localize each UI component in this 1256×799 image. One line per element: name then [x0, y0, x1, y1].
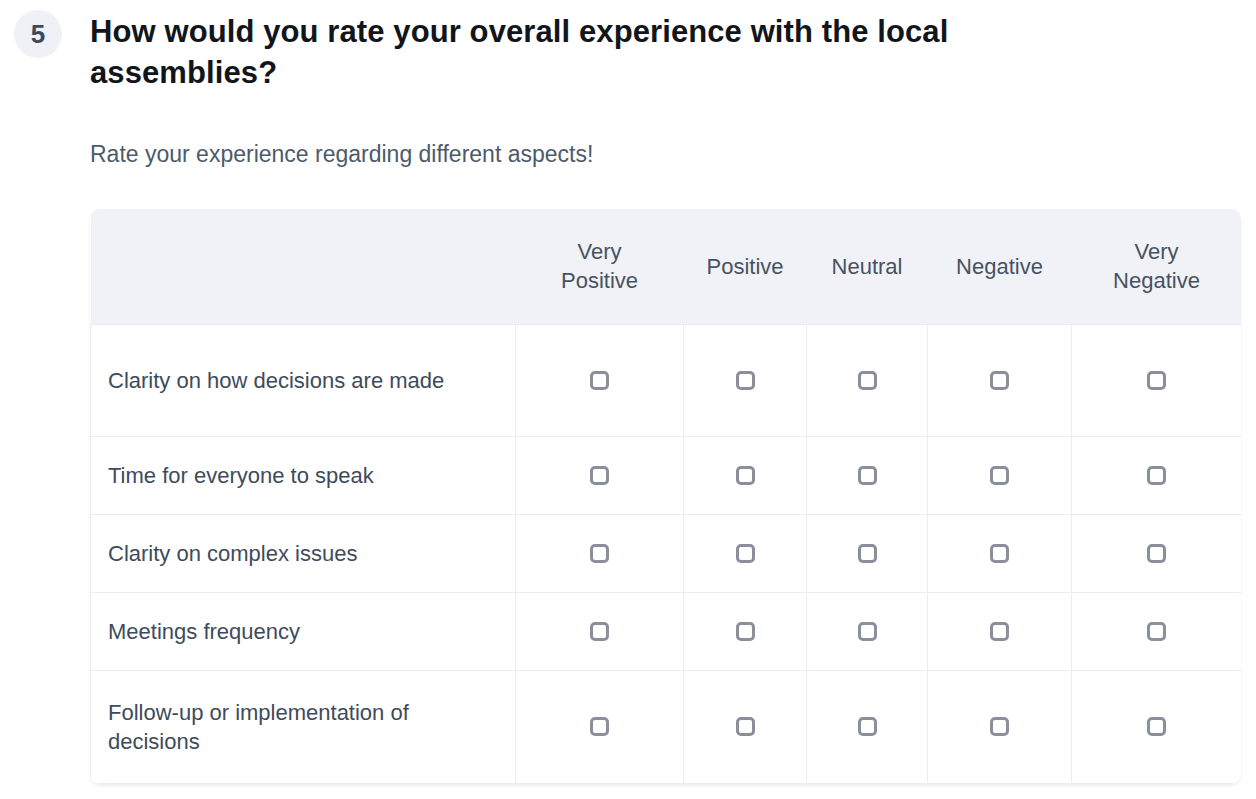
matrix-cell — [928, 670, 1072, 783]
checkbox-r2-c2[interactable] — [858, 544, 877, 563]
checkbox-r1-c1[interactable] — [736, 466, 755, 485]
row-label: Time for everyone to speak — [91, 436, 516, 514]
matrix-table: Very Positive Positive Neutral Negative … — [90, 209, 1241, 784]
matrix-cell — [516, 436, 684, 514]
checkbox-r1-c4[interactable] — [1147, 466, 1166, 485]
checkbox-r4-c0[interactable] — [590, 717, 609, 736]
checkbox-r3-c0[interactable] — [590, 622, 609, 641]
matrix-cell — [684, 592, 807, 670]
matrix-cell — [684, 514, 807, 592]
checkbox-r3-c1[interactable] — [736, 622, 755, 641]
column-header-negative: Negative — [928, 209, 1072, 324]
matrix-cell — [1072, 670, 1242, 783]
question-subtitle: Rate your experience regarding different… — [90, 139, 593, 169]
checkbox-r2-c1[interactable] — [736, 544, 755, 563]
matrix-cell — [928, 324, 1072, 436]
checkbox-r0-c4[interactable] — [1147, 371, 1166, 390]
row-label: Meetings frequency — [91, 592, 516, 670]
question-title: How would you rate your overall experien… — [90, 11, 1110, 93]
column-header-very-positive: Very Positive — [516, 209, 684, 324]
checkbox-r0-c3[interactable] — [990, 371, 1009, 390]
row-label-column-header — [91, 209, 516, 324]
matrix-cell — [1072, 436, 1242, 514]
column-header-label: Very Negative — [1099, 237, 1213, 295]
column-header-neutral: Neutral — [807, 209, 928, 324]
checkbox-r3-c2[interactable] — [858, 622, 877, 641]
matrix-cell — [807, 592, 928, 670]
matrix-cell — [807, 436, 928, 514]
checkbox-r1-c3[interactable] — [990, 466, 1009, 485]
checkbox-r2-c4[interactable] — [1147, 544, 1166, 563]
question-number: 5 — [31, 19, 45, 50]
matrix-cell — [684, 436, 807, 514]
row-label: Clarity on complex issues — [91, 514, 516, 592]
column-header-label: Very Positive — [542, 237, 656, 295]
column-header-label: Negative — [956, 252, 1043, 281]
checkbox-r0-c1[interactable] — [736, 371, 755, 390]
checkbox-r1-c0[interactable] — [590, 466, 609, 485]
matrix-row-time-to-speak: Time for everyone to speak — [91, 436, 1242, 514]
question-number-badge: 5 — [14, 10, 62, 58]
matrix-cell — [1072, 514, 1242, 592]
checkbox-r2-c3[interactable] — [990, 544, 1009, 563]
checkbox-r3-c4[interactable] — [1147, 622, 1166, 641]
column-header-label: Positive — [706, 252, 783, 281]
matrix-row-clarity-decisions: Clarity on how decisions are made — [91, 324, 1242, 436]
row-label: Follow-up or implementation of decisions — [91, 670, 516, 783]
checkbox-r3-c3[interactable] — [990, 622, 1009, 641]
matrix-cell — [928, 514, 1072, 592]
matrix-cell — [807, 514, 928, 592]
matrix-cell — [928, 436, 1072, 514]
column-header-label: Neutral — [832, 252, 903, 281]
checkbox-r0-c0[interactable] — [590, 371, 609, 390]
checkbox-r0-c2[interactable] — [858, 371, 877, 390]
matrix-header-row: Very Positive Positive Neutral Negative … — [91, 209, 1242, 324]
matrix-cell — [928, 592, 1072, 670]
matrix-cell — [516, 324, 684, 436]
checkbox-r4-c1[interactable] — [736, 717, 755, 736]
matrix-cell — [684, 324, 807, 436]
matrix-cell — [1072, 324, 1242, 436]
matrix-cell — [684, 670, 807, 783]
checkbox-r4-c2[interactable] — [858, 717, 877, 736]
matrix-cell — [807, 670, 928, 783]
matrix-row-clarity-complex-issues: Clarity on complex issues — [91, 514, 1242, 592]
matrix-row-follow-up: Follow-up or implementation of decisions — [91, 670, 1242, 783]
matrix-cell — [516, 592, 684, 670]
column-header-very-negative: Very Negative — [1072, 209, 1242, 324]
checkbox-r1-c2[interactable] — [858, 466, 877, 485]
checkbox-r4-c4[interactable] — [1147, 717, 1166, 736]
matrix-cell — [807, 324, 928, 436]
matrix-cell — [516, 514, 684, 592]
matrix-row-meetings-frequency: Meetings frequency — [91, 592, 1242, 670]
matrix-cell — [1072, 592, 1242, 670]
checkbox-r2-c0[interactable] — [590, 544, 609, 563]
matrix-cell — [516, 670, 684, 783]
row-label: Clarity on how decisions are made — [91, 324, 516, 436]
checkbox-r4-c3[interactable] — [990, 717, 1009, 736]
column-header-positive: Positive — [684, 209, 807, 324]
